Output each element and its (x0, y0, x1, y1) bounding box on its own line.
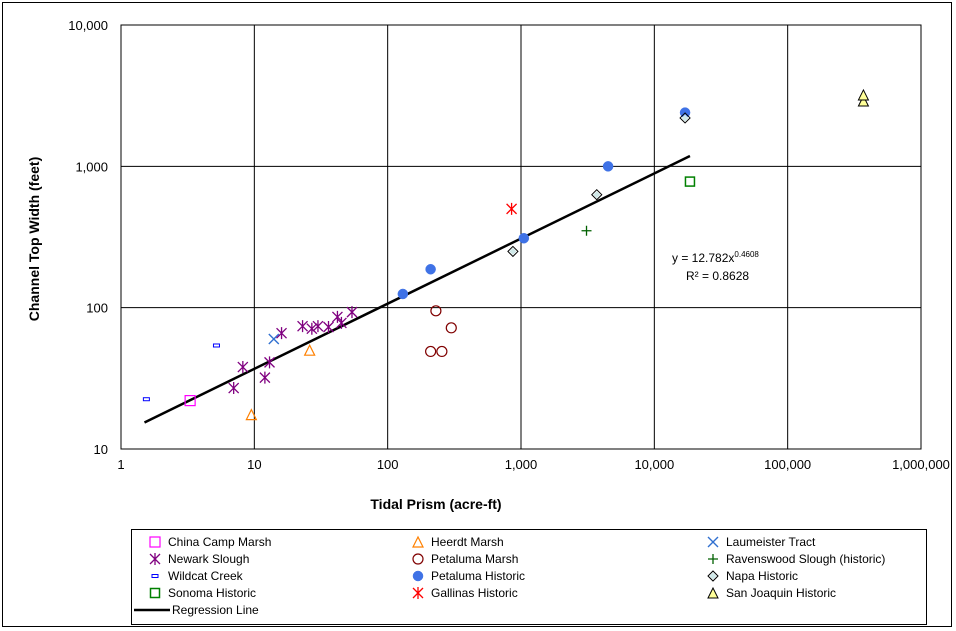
point-san-joaquin-historic (857, 88, 870, 101)
legend-marker (149, 553, 161, 565)
legend-marker-petaluma-historic (412, 570, 424, 582)
point-sonoma-historic (684, 176, 696, 187)
x-tick-label: 1,000 (505, 457, 538, 472)
point-napa-historic (591, 188, 603, 201)
legend-marker-ravenswood-slough-historic (708, 554, 718, 564)
legend-marker-heerdt-marsh (412, 535, 424, 548)
point-laumeister-tract (268, 333, 280, 345)
point-petaluma-historic (397, 288, 409, 300)
point-petaluma-marsh (445, 322, 457, 334)
legend-marker-china-camp-marsh (149, 536, 161, 548)
legend-marker-newark-slough (149, 553, 161, 565)
legend-marker-gallinas-historic (412, 587, 424, 599)
r-squared-label: R² = 0.8628 (686, 269, 749, 283)
legend-label: Regression Line (172, 603, 259, 617)
point-newark-slough (264, 356, 275, 369)
x-tick-labels: 1 10 100 1,000 10,000 100,000 1,000,000 (117, 457, 950, 472)
regression-line (143, 154, 691, 424)
legend-label: Petaluma Marsh (431, 552, 519, 566)
legend-marker-napa-historic (707, 570, 719, 582)
legend-label: Heerdt Marsh (431, 535, 504, 549)
legend-marker (412, 535, 424, 548)
legend-marker (708, 554, 718, 564)
legend-marker (151, 574, 159, 578)
legend-marker-petaluma-marsh (412, 553, 424, 565)
point-napa-historic (679, 112, 691, 124)
point-gallinas-historic (506, 202, 518, 215)
diamond-fill (681, 114, 689, 122)
legend-marker (707, 536, 719, 548)
point-newark-slough (228, 382, 240, 395)
point-newark-slough (335, 316, 347, 329)
point-newark-slough (237, 361, 249, 374)
diamond-fill (593, 191, 601, 199)
legend-label: San Joaquin Historic (726, 586, 837, 600)
legend-marker (134, 608, 170, 612)
point-wildcat-creek (212, 343, 220, 348)
legend-marker-wildcat-creek (151, 574, 159, 578)
point-newark-slough (331, 310, 343, 323)
legend-label: Wildcat Creek (168, 569, 243, 583)
x-tick-label: 100,000 (764, 457, 811, 472)
legend: China Camp Marsh Heerdt Marsh Laumeister T… (131, 529, 927, 625)
legend-marker (707, 586, 719, 599)
y-tick-label: 10 (94, 442, 108, 457)
legend-label: Gallinas Historic (431, 586, 518, 600)
legend-marker-sonoma-historic (149, 587, 161, 599)
x-tick-label: 100 (377, 457, 399, 472)
legend-label: Napa Historic (726, 569, 799, 583)
equation-label: y = 12.782x0.4608 (672, 250, 759, 265)
point-napa-historic (507, 245, 519, 258)
diamond-fill (509, 247, 517, 255)
legend-marker (149, 536, 161, 548)
legend-label: Newark Slough (168, 552, 250, 566)
legend-marker (707, 570, 719, 582)
legend-marker (149, 587, 161, 599)
x-axis-title: Tidal Prism (acre-ft) (370, 496, 501, 512)
legend-label: Laumeister Tract (726, 535, 816, 549)
point-petaluma-historic (602, 161, 614, 172)
x-tick-label: 10 (247, 457, 261, 472)
legend-marker-laumeister-tract (707, 536, 719, 548)
legend-label: China Camp Marsh (168, 535, 272, 549)
point-petaluma-marsh (436, 345, 448, 358)
point-heerdt-marsh (245, 408, 258, 421)
point-petaluma-historic (518, 232, 530, 244)
point-newark-slough (297, 320, 309, 333)
point-wildcat-creek (142, 397, 150, 402)
point-heerdt-marsh (303, 343, 316, 356)
point-san-joaquin-historic (857, 94, 870, 107)
y-tick-labels: 10 100 1,000 10,000 (68, 18, 108, 457)
legend-label: Ravenswood Slough (historic) (726, 552, 886, 566)
y-tick-label: 100 (86, 301, 108, 316)
legend-marker-san-joaquin-historic (707, 586, 719, 599)
legend-label: Sonoma Historic (168, 586, 257, 600)
plot-border (120, 24, 922, 450)
y-tick-label: 1,000 (75, 159, 108, 174)
point-newark-slough (306, 322, 318, 335)
x-tick-label: 10,000 (634, 457, 674, 472)
point-newark-slough (323, 320, 334, 333)
legend-marker (412, 587, 424, 599)
x-tick-label: 1 (117, 457, 124, 472)
x-tick-label: 1,000,000 (892, 457, 950, 472)
point-petaluma-marsh (425, 345, 437, 358)
point-newark-slough (276, 327, 288, 340)
point-petaluma-marsh (430, 305, 442, 317)
point-petaluma-historic (425, 263, 436, 275)
point-china-camp-marsh (184, 395, 196, 407)
point-newark-slough (346, 306, 358, 319)
legend-marker (412, 570, 424, 582)
point-newark-slough (312, 320, 324, 333)
legend-label: Petaluma Historic (431, 569, 526, 583)
diamond-fill (709, 572, 717, 580)
chart-plot: 10 100 1,000 10,000 1 10 100 1,000 10,000 100,00… (26, 18, 950, 512)
y-tick-label: 10,000 (68, 18, 108, 33)
point-newark-slough (259, 371, 271, 384)
legend-marker (412, 553, 424, 565)
data-points (142, 88, 870, 421)
point-ravenswood-slough-historic (581, 225, 592, 236)
y-axis-title: Channel Top Width (feet) (26, 157, 42, 321)
